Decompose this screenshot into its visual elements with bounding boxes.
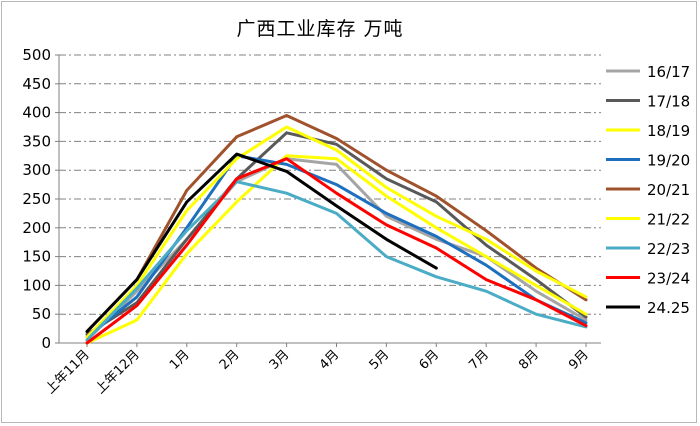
series-line-24-25 [85, 152, 438, 333]
legend-label: 18/19 [647, 122, 690, 140]
x-axis-ticks: 上年11月 上年12月 1月 2月 3月 4月 5月 6月 7月 8月 9月 [43, 343, 592, 397]
x-tick-label: 4月 [317, 347, 343, 373]
chart-title: 广西工业库存 万吨 [236, 18, 404, 40]
y-axis-ticks: 0 50 100 150 200 250 300 350 400 450 500 [22, 46, 59, 352]
y-tick-label: 50 [32, 305, 51, 323]
y-tick-label: 500 [22, 46, 51, 64]
series-line-16-17 [85, 157, 588, 342]
x-tick-label: 6月 [416, 347, 442, 373]
series-line-21-22 [85, 125, 588, 339]
x-tick-label: 3月 [267, 347, 293, 373]
y-tick-label: 0 [41, 334, 51, 352]
x-tick-label: 5月 [367, 347, 393, 373]
legend: 16/17 17/18 18/19 19/20 20/21 21/22 22/23 23/24… [606, 63, 690, 317]
legend-label: 23/24 [647, 270, 690, 288]
x-tick-label: 1月 [167, 347, 193, 373]
legend-label: 20/21 [647, 181, 690, 199]
x-tick-label: 2月 [217, 347, 243, 373]
legend-label: 21/22 [647, 211, 690, 229]
series-line-18-19 [85, 154, 588, 345]
y-tick-label: 450 [22, 75, 51, 93]
x-tick-label: 9月 [566, 347, 592, 373]
x-tick-label: 上年12月 [93, 347, 143, 397]
y-tick-label: 150 [22, 248, 51, 266]
series-line-17-18 [85, 131, 588, 336]
legend-label: 16/17 [647, 63, 690, 81]
legend-label: 17/18 [647, 93, 690, 111]
series-line-20-21 [85, 114, 588, 333]
y-tick-label: 300 [22, 161, 51, 179]
legend-label: 24.25 [647, 299, 690, 317]
legend-label: 19/20 [647, 152, 690, 170]
x-tick-label: 上年11月 [43, 347, 93, 397]
series-line-22-23 [85, 180, 588, 342]
x-tick-label: 8月 [516, 347, 542, 373]
y-tick-label: 250 [22, 190, 51, 208]
series-line-23-24 [85, 157, 588, 345]
legend-label: 22/23 [647, 240, 690, 258]
y-tick-label: 400 [22, 104, 51, 122]
series-lines [85, 114, 588, 345]
y-tick-label: 200 [22, 219, 51, 237]
axes [58, 55, 601, 344]
y-tick-label: 100 [22, 276, 51, 294]
y-tick-label: 350 [22, 132, 51, 150]
x-tick-label: 7月 [466, 347, 492, 373]
